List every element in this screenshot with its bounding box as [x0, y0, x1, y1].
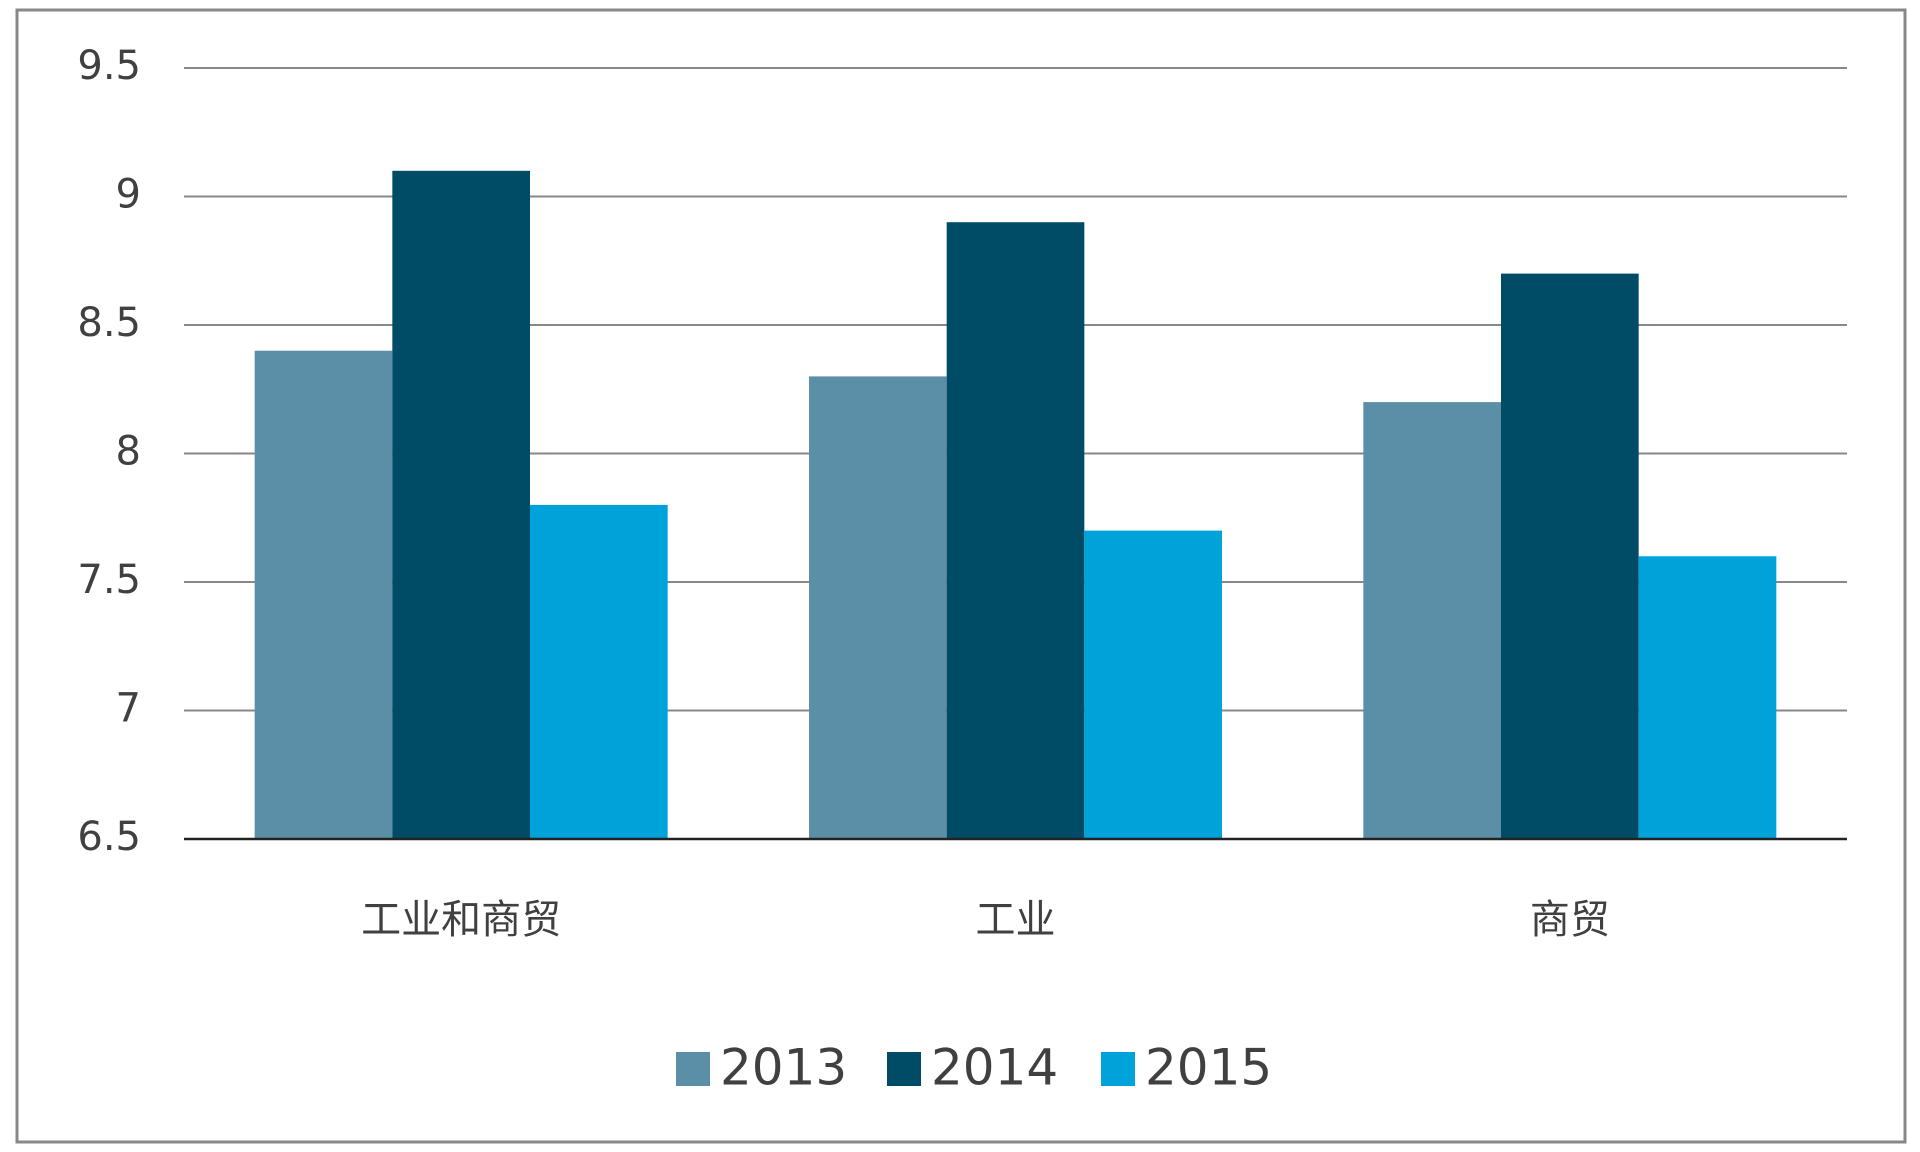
y-tick-label: 9.5: [77, 43, 141, 89]
y-tick-label: 8.5: [77, 300, 141, 346]
y-tick-label: 6.5: [77, 814, 141, 860]
bar: [1501, 273, 1639, 840]
bar: [1084, 530, 1222, 839]
y-tick-label: 7: [116, 686, 141, 732]
y-tick-label: 7.5: [77, 557, 141, 603]
bar: [1638, 556, 1777, 839]
y-tick-label: 9: [116, 172, 141, 218]
legend-label: 2015: [1145, 1039, 1272, 1097]
bar: [946, 222, 1085, 839]
y-tick-label: 8: [116, 429, 141, 475]
legend-label: 2014: [931, 1039, 1058, 1097]
legend-swatch: [676, 1052, 710, 1086]
bar: [392, 170, 530, 840]
legend-swatch: [887, 1052, 921, 1086]
bar: [1363, 402, 1502, 839]
legend-swatch: [1101, 1052, 1135, 1086]
x-tick-label: 商贸: [1530, 897, 1610, 943]
x-tick-label: 工业和商贸: [361, 897, 561, 943]
bar: [809, 376, 947, 839]
bar: [254, 350, 393, 839]
x-tick-label: 工业: [976, 897, 1056, 943]
legend-label: 2013: [720, 1039, 847, 1097]
bar: [529, 504, 668, 839]
